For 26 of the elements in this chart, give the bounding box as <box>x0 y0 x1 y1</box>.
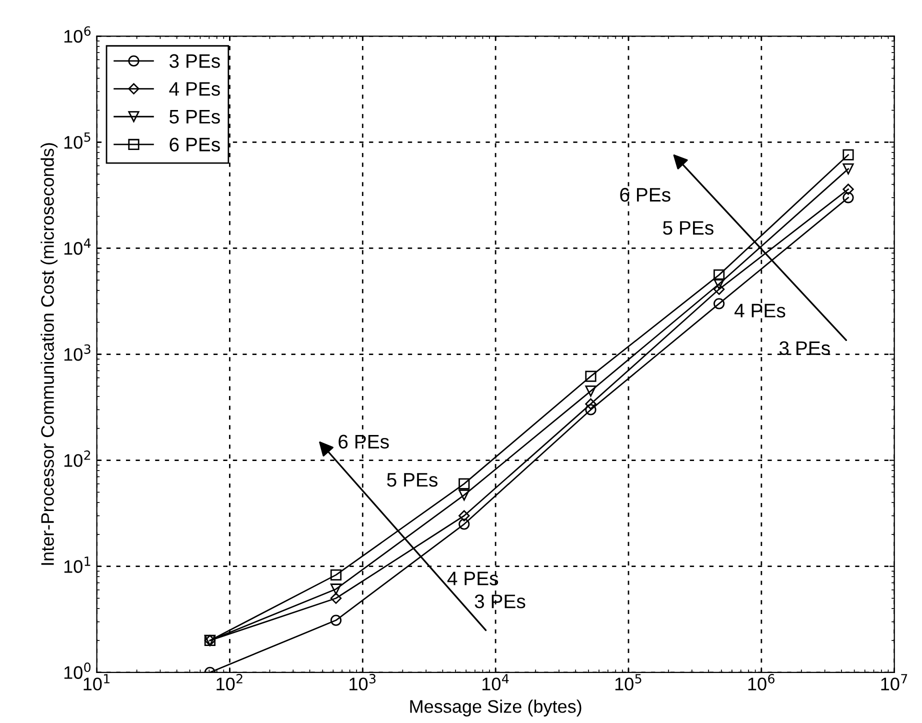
legend-label: 3 PEs <box>169 54 220 68</box>
y-tick-label: 10$^{3}$ <box>64 344 90 361</box>
annotation: 4 PEs <box>734 304 786 318</box>
x-tick-label: 10$^{2}$ <box>216 674 242 690</box>
x-tick-label: 10$^{6}$ <box>748 674 774 690</box>
y-tick-label: 10$^{2}$ <box>64 450 90 467</box>
x-tick-label: 10$^{5}$ <box>615 674 642 690</box>
annotation: 6 PEs <box>620 188 670 202</box>
y-tick-label: 10$^{5}$ <box>64 132 90 149</box>
x-tick-label: 10$^{4}$ <box>482 674 509 690</box>
annotation: 3 PEs <box>474 594 526 608</box>
annotation: 5 PEs <box>663 221 714 235</box>
annotation: 6 PEs <box>338 434 389 449</box>
annotation: 3 PEs <box>779 341 830 356</box>
y-tick-label: 10$^{6}$ <box>64 26 91 43</box>
x-tick-label: 10$^{7}$ <box>881 674 908 690</box>
y-tick-label: 10$^{1}$ <box>64 556 90 573</box>
x-axis-title: Message Size (bytes) <box>410 700 582 716</box>
y-axis-title: Inter-Processor Communication Cost (microseconds) <box>40 143 58 565</box>
y-tick-label: 10$^{4}$ <box>64 238 91 255</box>
annotation: 4 PEs <box>447 572 498 586</box>
legend-label: 4 PEs <box>169 82 220 96</box>
legend-label: 5 PEs <box>170 110 220 124</box>
annotation: 5 PEs <box>387 473 438 487</box>
legend-label: 6 PEs <box>170 138 220 152</box>
x-tick-label: 10$^{3}$ <box>350 674 376 690</box>
